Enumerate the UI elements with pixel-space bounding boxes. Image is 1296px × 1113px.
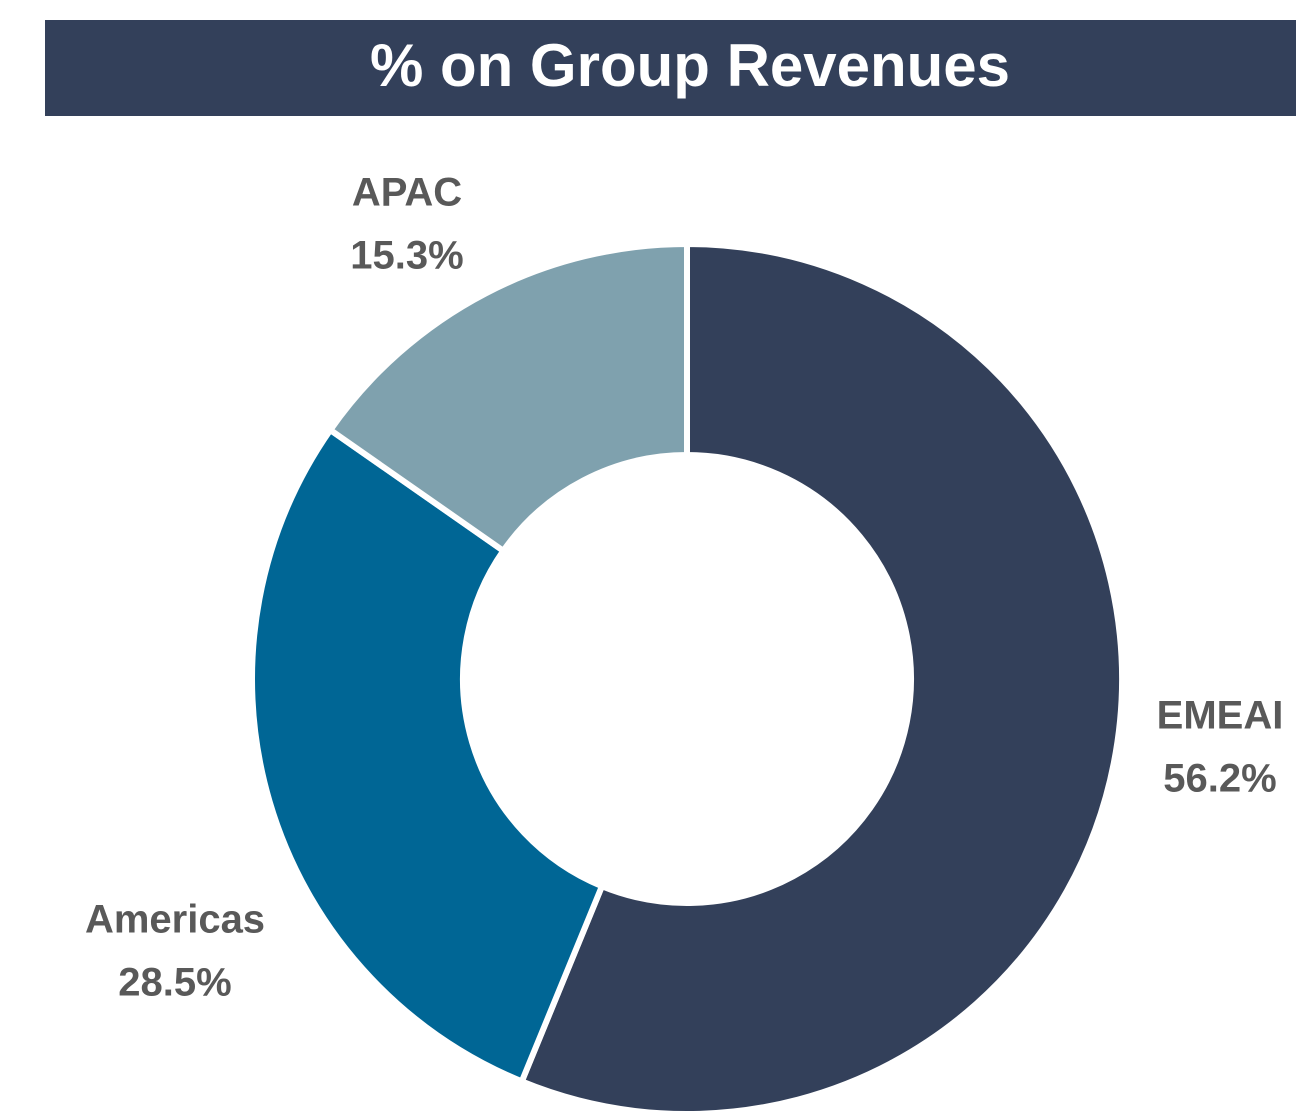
title-bar <box>45 20 1296 116</box>
donut-slice <box>517 240 1125 1113</box>
category-label: Americas <box>85 898 265 942</box>
value-label: 56.2% <box>1163 757 1276 801</box>
category-label: APAC <box>352 171 462 215</box>
donut-slice <box>249 425 606 1086</box>
value-label: 28.5% <box>118 961 231 1005</box>
donut-slice <box>326 240 690 555</box>
chart-title: % on Group Revenues <box>370 32 1010 99</box>
value-label: 15.3% <box>350 234 463 278</box>
category-label: EMEAI <box>1157 694 1284 738</box>
